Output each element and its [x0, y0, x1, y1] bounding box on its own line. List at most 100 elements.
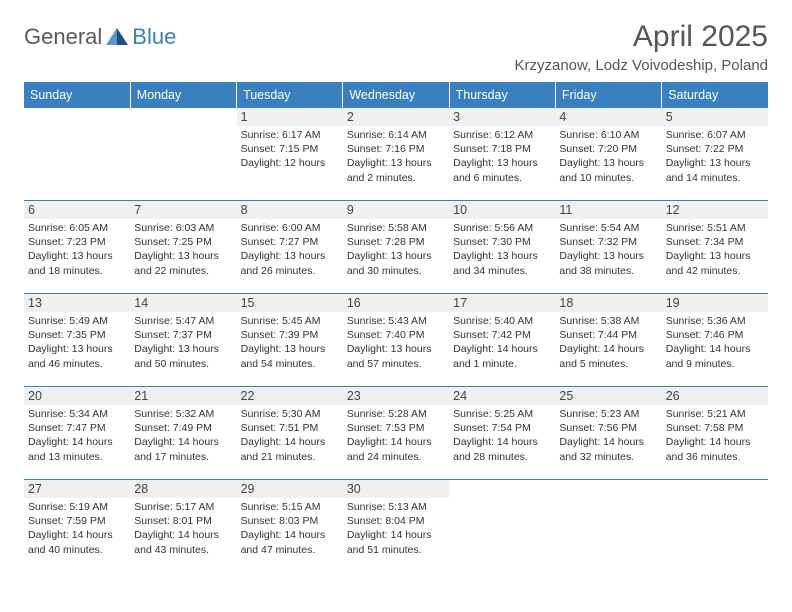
day-number: 20 [24, 387, 130, 405]
day-details: Sunrise: 6:00 AMSunset: 7:27 PMDaylight:… [241, 221, 339, 278]
day-number: 11 [555, 201, 661, 219]
day-number: 25 [555, 387, 661, 405]
day-details: Sunrise: 5:15 AMSunset: 8:03 PMDaylight:… [241, 500, 339, 557]
day-number: 17 [449, 294, 555, 312]
calendar-row: 13Sunrise: 5:49 AMSunset: 7:35 PMDayligh… [24, 294, 768, 387]
day-details: Sunrise: 5:19 AMSunset: 7:59 PMDaylight:… [28, 500, 126, 557]
weekday-header-row: Sunday Monday Tuesday Wednesday Thursday… [24, 82, 768, 108]
day-details: Sunrise: 5:54 AMSunset: 7:32 PMDaylight:… [559, 221, 657, 278]
calendar-cell: 21 Sunrise: 5:32 AMSunset: 7:49 PMDayligh… [130, 387, 236, 480]
day-number: 18 [555, 294, 661, 312]
day-details: Sunrise: 6:10 AMSunset: 7:20 PMDaylight:… [559, 128, 657, 185]
weekday-header: Tuesday [237, 82, 343, 108]
day-details: Sunrise: 6:12 AMSunset: 7:18 PMDaylight:… [453, 128, 551, 185]
brand-part1: General [24, 24, 102, 50]
day-number: 26 [662, 387, 768, 405]
calendar-cell: 29 Sunrise: 5:15 AMSunset: 8:03 PMDayligh… [237, 480, 343, 573]
calendar-row: 27 Sunrise: 5:19 AMSunset: 7:59 PMDayligh… [24, 480, 768, 573]
calendar-cell [130, 108, 236, 201]
day-number: 22 [237, 387, 343, 405]
weekday-header: Friday [555, 82, 661, 108]
calendar-cell: 6 Sunrise: 6:05 AMSunset: 7:23 PMDaylight… [24, 201, 130, 294]
day-details: Sunrise: 5:40 AMSunset: 7:42 PMDaylight:… [453, 314, 551, 371]
day-number: 2 [343, 108, 449, 126]
day-number: 29 [237, 480, 343, 498]
calendar-cell: 25 Sunrise: 5:23 AMSunset: 7:56 PMDayligh… [555, 387, 661, 480]
day-number: 13 [24, 294, 130, 312]
calendar-page: General Blue April 2025 Krzyzanow, Lodz … [0, 0, 792, 582]
day-number: 12 [662, 201, 768, 219]
calendar-cell: 4 Sunrise: 6:10 AMSunset: 7:20 PMDaylight… [555, 108, 661, 201]
calendar-cell: 28Sunrise: 5:17 AMSunset: 8:01 PMDayligh… [130, 480, 236, 573]
calendar-cell [555, 480, 661, 573]
month-title: April 2025 [515, 20, 769, 53]
calendar-table: Sunday Monday Tuesday Wednesday Thursday… [24, 82, 768, 572]
day-details: Sunrise: 5:25 AMSunset: 7:54 PMDaylight:… [453, 407, 551, 464]
day-number: 30 [343, 480, 449, 498]
day-details: Sunrise: 6:03 AMSunset: 7:25 PMDaylight:… [134, 221, 232, 278]
calendar-cell: 11 Sunrise: 5:54 AMSunset: 7:32 PMDayligh… [555, 201, 661, 294]
day-details: Sunrise: 5:43 AMSunset: 7:40 PMDaylight:… [347, 314, 445, 371]
brand-part2: Blue [132, 24, 176, 50]
day-details: Sunrise: 6:07 AMSunset: 7:22 PMDaylight:… [666, 128, 764, 185]
day-number: 7 [130, 201, 236, 219]
calendar-body: 1Sunrise: 6:17 AMSunset: 7:15 PMDaylight… [24, 108, 768, 572]
day-details: Sunrise: 5:38 AMSunset: 7:44 PMDaylight:… [559, 314, 657, 371]
day-details: Sunrise: 5:56 AMSunset: 7:30 PMDaylight:… [453, 221, 551, 278]
calendar-cell: 20 Sunrise: 5:34 AMSunset: 7:47 PMDayligh… [24, 387, 130, 480]
title-block: April 2025 Krzyzanow, Lodz Voivodeship, … [515, 20, 769, 74]
calendar-cell: 1Sunrise: 6:17 AMSunset: 7:15 PMDaylight… [237, 108, 343, 201]
day-number: 5 [662, 108, 768, 126]
calendar-cell [24, 108, 130, 201]
day-details: Sunrise: 5:58 AMSunset: 7:28 PMDaylight:… [347, 221, 445, 278]
day-number: 27 [24, 480, 130, 498]
calendar-cell [662, 480, 768, 573]
calendar-cell: 23Sunrise: 5:28 AMSunset: 7:53 PMDayligh… [343, 387, 449, 480]
day-details: Sunrise: 5:51 AMSunset: 7:34 PMDaylight:… [666, 221, 764, 278]
day-details: Sunrise: 5:23 AMSunset: 7:56 PMDaylight:… [559, 407, 657, 464]
calendar-cell: 2 Sunrise: 6:14 AMSunset: 7:16 PMDaylight… [343, 108, 449, 201]
day-number: 3 [449, 108, 555, 126]
weekday-header: Monday [130, 82, 236, 108]
day-number: 6 [24, 201, 130, 219]
calendar-cell: 18 Sunrise: 5:38 AMSunset: 7:44 PMDayligh… [555, 294, 661, 387]
day-details: Sunrise: 6:14 AMSunset: 7:16 PMDaylight:… [347, 128, 445, 185]
weekday-header: Sunday [24, 82, 130, 108]
day-number: 4 [555, 108, 661, 126]
weekday-header: Saturday [662, 82, 768, 108]
day-number: 8 [237, 201, 343, 219]
calendar-cell: 15Sunrise: 5:45 AMSunset: 7:39 PMDayligh… [237, 294, 343, 387]
calendar-cell: 16 Sunrise: 5:43 AMSunset: 7:40 PMDayligh… [343, 294, 449, 387]
calendar-cell: 9Sunrise: 5:58 AMSunset: 7:28 PMDaylight… [343, 201, 449, 294]
logo-sail-icon [106, 27, 128, 47]
header-row: General Blue April 2025 Krzyzanow, Lodz … [24, 20, 768, 74]
day-details: Sunrise: 5:36 AMSunset: 7:46 PMDaylight:… [666, 314, 764, 371]
calendar-cell: 26 Sunrise: 5:21 AMSunset: 7:58 PMDayligh… [662, 387, 768, 480]
calendar-cell: 5 Sunrise: 6:07 AMSunset: 7:22 PMDaylight… [662, 108, 768, 201]
calendar-cell: 19Sunrise: 5:36 AMSunset: 7:46 PMDayligh… [662, 294, 768, 387]
day-details: Sunrise: 5:45 AMSunset: 7:39 PMDaylight:… [241, 314, 339, 371]
day-details: Sunrise: 5:21 AMSunset: 7:58 PMDaylight:… [666, 407, 764, 464]
day-details: Sunrise: 5:34 AMSunset: 7:47 PMDaylight:… [28, 407, 126, 464]
day-details: Sunrise: 5:47 AMSunset: 7:37 PMDaylight:… [134, 314, 232, 371]
calendar-cell: 10Sunrise: 5:56 AMSunset: 7:30 PMDayligh… [449, 201, 555, 294]
brand-logo: General Blue [24, 20, 176, 50]
day-details: Sunrise: 6:17 AMSunset: 7:15 PMDaylight:… [241, 128, 339, 171]
calendar-cell: 22 Sunrise: 5:30 AMSunset: 7:51 PMDayligh… [237, 387, 343, 480]
day-details: Sunrise: 5:32 AMSunset: 7:49 PMDaylight:… [134, 407, 232, 464]
calendar-cell: 3 Sunrise: 6:12 AMSunset: 7:18 PMDaylight… [449, 108, 555, 201]
calendar-cell: 12 Sunrise: 5:51 AMSunset: 7:34 PMDayligh… [662, 201, 768, 294]
day-details: Sunrise: 6:05 AMSunset: 7:23 PMDaylight:… [28, 221, 126, 278]
day-number: 23 [343, 387, 449, 405]
calendar-cell: 27 Sunrise: 5:19 AMSunset: 7:59 PMDayligh… [24, 480, 130, 573]
weekday-header: Thursday [449, 82, 555, 108]
calendar-cell [449, 480, 555, 573]
day-number: 21 [130, 387, 236, 405]
calendar-row: 6 Sunrise: 6:05 AMSunset: 7:23 PMDaylight… [24, 201, 768, 294]
day-details: Sunrise: 5:30 AMSunset: 7:51 PMDaylight:… [241, 407, 339, 464]
day-number: 16 [343, 294, 449, 312]
location-text: Krzyzanow, Lodz Voivodeship, Poland [515, 57, 769, 74]
calendar-cell: 8 Sunrise: 6:00 AMSunset: 7:27 PMDaylight… [237, 201, 343, 294]
day-details: Sunrise: 5:13 AMSunset: 8:04 PMDaylight:… [347, 500, 445, 557]
day-number: 24 [449, 387, 555, 405]
